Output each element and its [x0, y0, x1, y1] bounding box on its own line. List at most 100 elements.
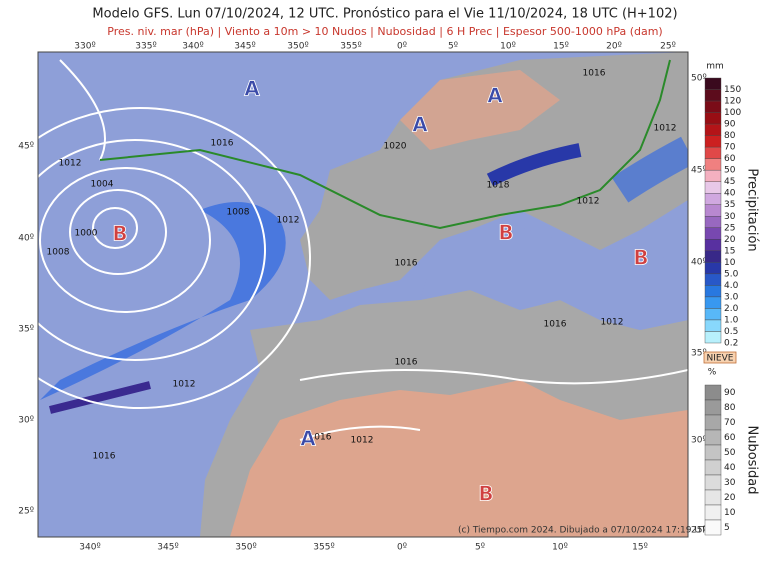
precip-label: 30	[724, 212, 736, 222]
right-lat-label: 40º	[691, 258, 707, 268]
low-pressure: B	[112, 222, 127, 246]
pressure-label: 1016	[395, 259, 418, 269]
bottom-lon-label: 5º	[475, 543, 485, 553]
precip-core	[49, 381, 151, 414]
cloud-swatch	[704, 384, 722, 401]
top-lon-label: 335º	[135, 42, 156, 52]
precip-label: 2.0	[724, 304, 739, 314]
precip-swatch	[704, 100, 722, 113]
precip-swatch	[704, 227, 722, 240]
right-lat-label: 25º	[691, 526, 707, 536]
precip-swatch	[704, 112, 722, 125]
top-lon-label: 0º	[397, 42, 407, 52]
high-pressure: A	[244, 77, 260, 101]
cloud-label: 40	[724, 463, 736, 473]
snow-box	[703, 351, 737, 364]
bottom-lon-label: 0º	[397, 543, 407, 553]
pressure-label: 1016	[395, 358, 418, 368]
precip-label: 90	[724, 120, 736, 130]
precip-label: 60	[724, 154, 736, 164]
top-lon-label: 330º	[74, 42, 95, 52]
pressure-label: 1008	[47, 248, 70, 258]
cloud-label: 60	[724, 433, 736, 443]
precip-title: Precipitación	[745, 168, 760, 251]
cloud-label: 5	[724, 523, 730, 533]
low-pressure: B	[478, 482, 493, 506]
isobars	[38, 59, 688, 441]
cloud-unit: %	[708, 368, 717, 378]
top-lon-label: 350º	[287, 42, 308, 52]
bottom-lon-label: 340º	[79, 543, 100, 553]
pressure-label: 1012	[277, 216, 300, 226]
left-lat-label: 45º	[18, 142, 34, 152]
low-pressure: B	[498, 221, 513, 245]
precip-unit: mm	[706, 62, 724, 72]
precip-swatch	[704, 319, 722, 332]
cloud-swatch	[704, 489, 722, 506]
pressure-label: 1012	[351, 436, 374, 446]
precip-swatch	[704, 169, 722, 182]
precip-swatch	[704, 77, 722, 90]
pressure-label: 1000	[75, 229, 98, 239]
cloud-label: 30	[724, 478, 736, 488]
precip-label: 1.0	[724, 315, 739, 325]
cloud-label: 70	[724, 418, 736, 428]
cloud-swatch	[704, 414, 722, 431]
top-lon-label: 10º	[500, 42, 516, 52]
bottom-lon-label: 355º	[313, 543, 334, 553]
cloud-swatch	[704, 459, 722, 476]
pressure-label: 1012	[601, 318, 624, 328]
cloud-swatch	[704, 504, 722, 521]
snow-label: NIEVE	[707, 354, 734, 364]
map-frame	[37, 51, 689, 538]
cloud-title: Nubosidad	[745, 425, 760, 494]
precip-label: 0.2	[724, 339, 738, 349]
precip-swatch	[704, 89, 722, 102]
top-lon-label: 340º	[182, 42, 203, 52]
precip-swatch	[704, 204, 722, 217]
precip-east	[611, 136, 688, 203]
bottom-lon-label: 10º	[552, 543, 568, 553]
cloud-swatch	[704, 519, 722, 536]
precip-label: 35	[724, 200, 735, 210]
precip-label: 3.0	[724, 292, 739, 302]
precip-label: 15	[724, 246, 735, 256]
precip-label: 50	[724, 166, 736, 176]
top-lon-label: 345º	[234, 42, 255, 52]
title: Modelo GFS. Lun 07/10/2024, 12 UTC. Pron…	[92, 7, 677, 22]
top-lon-label: 15º	[553, 42, 569, 52]
precip-swatch	[704, 262, 722, 275]
precip-swatch	[704, 181, 722, 194]
precip-label: 120	[724, 97, 741, 107]
right-lat-label: 50º	[691, 74, 707, 84]
bottom-lon-label: 15º	[632, 543, 648, 553]
cloud-swatch	[704, 474, 722, 491]
precip-label: 4.0	[724, 281, 739, 291]
cloud-label: 10	[724, 508, 736, 518]
cloud-label: 90	[724, 388, 736, 398]
precip-label: 100	[724, 108, 741, 118]
precip-swatch	[704, 331, 722, 344]
precip-label: 45	[724, 177, 735, 187]
precip-label: 70	[724, 143, 736, 153]
top-lon-label: 20º	[606, 42, 622, 52]
cloud-swatch	[704, 399, 722, 416]
pressure-label: 1016	[583, 69, 606, 79]
precip-swatch	[704, 285, 722, 298]
pressure-label: 1016	[544, 320, 567, 330]
precip-swatch	[704, 146, 722, 159]
land-warm	[400, 70, 560, 150]
precip-label: 25	[724, 223, 735, 233]
pressure-label: 1012	[59, 159, 82, 169]
precip-swatch	[704, 250, 722, 263]
top-lon-label: 5º	[448, 42, 458, 52]
thickness-line	[99, 59, 671, 230]
precip-label: 0.5	[724, 327, 738, 337]
cloud-label: 20	[724, 493, 736, 503]
map: 1012 1004 1008 1000 1008 1016 1012 1016 1016 1012…	[38, 52, 688, 537]
precip-label: 10	[724, 258, 736, 268]
cloud-swatch	[704, 429, 722, 446]
cloud-swatch	[704, 444, 722, 461]
right-lat-label: 35º	[691, 349, 707, 359]
